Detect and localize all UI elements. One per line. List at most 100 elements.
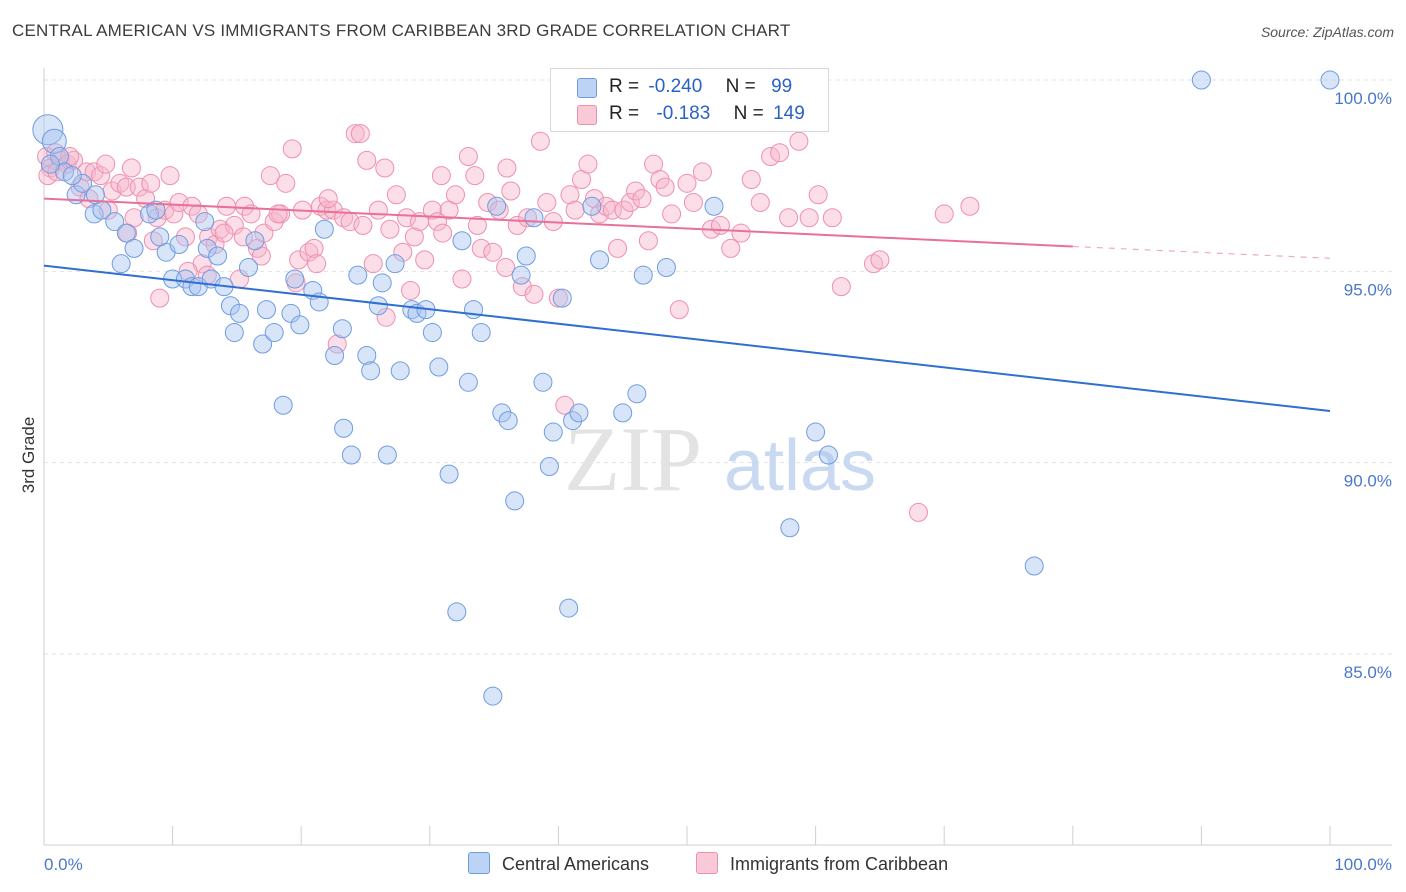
data-point: [467, 215, 487, 235]
data-point: [111, 254, 131, 274]
data-point: [483, 242, 503, 262]
data-point: [141, 173, 161, 193]
data-point: [533, 372, 553, 392]
legend-row-caribbean: R = -0.183 N = 149: [551, 102, 828, 126]
data-point: [327, 334, 347, 354]
data-point: [655, 177, 675, 197]
data-point: [256, 300, 276, 320]
data-point: [565, 200, 585, 220]
data-point: [569, 403, 589, 423]
axes: [43, 68, 1392, 846]
data-point: [704, 196, 724, 216]
data-point: [116, 223, 136, 243]
data-point: [368, 200, 388, 220]
data-point: [677, 173, 697, 193]
data-point: [386, 185, 406, 205]
legend-n-value: 149: [773, 103, 805, 124]
data-point: [253, 334, 273, 354]
data-point: [543, 422, 563, 442]
data-point: [208, 246, 228, 266]
trend-line: [43, 197, 1073, 248]
data-point: [808, 185, 828, 205]
data-point: [276, 173, 296, 193]
data-point: [160, 166, 180, 186]
data-point: [323, 200, 343, 220]
data-point: [770, 143, 790, 163]
data-point: [422, 323, 442, 343]
legend-n-value: 99: [771, 76, 793, 97]
data-point: [458, 372, 478, 392]
data-point: [578, 154, 598, 174]
bottom-legend-central-americans: Central Americans: [468, 852, 649, 875]
data-point: [60, 147, 80, 167]
data-point: [683, 192, 703, 212]
data-point: [393, 242, 413, 262]
data-point: [290, 315, 310, 335]
data-point: [483, 686, 503, 706]
data-point: [397, 208, 417, 228]
data-point: [870, 250, 890, 270]
data-point: [934, 204, 954, 224]
data-point: [741, 169, 761, 189]
data-point: [433, 223, 453, 243]
data-point: [146, 200, 166, 220]
data-point: [210, 219, 230, 239]
data-point: [318, 189, 338, 209]
gridlines: [44, 79, 1392, 655]
data-point: [401, 280, 421, 300]
legend-r-label: R =: [609, 103, 640, 124]
data-point: [73, 173, 93, 193]
bottom-legend-caribbean: Immigrants from Caribbean: [696, 852, 948, 875]
data-point: [602, 200, 622, 220]
y-axis-title: 3rd Grade: [19, 417, 38, 494]
bottom-legend-swatch-blue: [468, 852, 490, 874]
legend-n-label: N =: [725, 76, 756, 97]
data-point: [662, 204, 682, 224]
data-point: [492, 403, 512, 423]
data-point: [806, 422, 826, 442]
legend: R = -0.240 N = 99 R = -0.183 N = 149: [550, 68, 829, 132]
data-point: [332, 319, 352, 339]
data-point: [560, 185, 580, 205]
legend-r-value: -0.183: [656, 103, 711, 124]
data-point: [150, 227, 170, 247]
data-point: [608, 238, 628, 258]
data-point: [633, 265, 653, 285]
data-point: [626, 181, 646, 201]
data-point: [402, 300, 422, 320]
data-point: [345, 124, 365, 144]
x-tick-label: 0.0%: [44, 855, 83, 874]
data-point: [498, 411, 518, 431]
data-point: [96, 154, 116, 174]
data-point: [289, 250, 309, 270]
data-point: [627, 384, 647, 404]
legend-swatch-blue: [577, 78, 597, 98]
data-point: [590, 204, 610, 224]
data-point: [376, 307, 396, 327]
bottom-legend-label: Immigrants from Caribbean: [730, 854, 949, 874]
data-point: [375, 158, 395, 178]
data-point: [614, 200, 634, 220]
y-tick-label: 95.0%: [1344, 280, 1392, 299]
data-point: [260, 166, 280, 186]
data-point: [121, 158, 141, 178]
data-point: [960, 196, 980, 216]
data-point: [150, 288, 170, 308]
data-point: [169, 235, 189, 255]
data-point: [304, 238, 324, 258]
legend-r-label: R =: [609, 76, 640, 97]
data-point: [415, 250, 435, 270]
bottom-legend-swatch-pink: [696, 852, 718, 874]
data-point: [632, 189, 652, 209]
data-point: [341, 445, 361, 465]
data-point: [692, 162, 712, 182]
data-point: [452, 231, 472, 251]
data-point: [779, 208, 799, 228]
data-point: [908, 502, 928, 522]
data-point: [348, 265, 368, 285]
data-point: [446, 185, 466, 205]
watermark: ZIP atlas: [564, 408, 876, 510]
data-point: [731, 223, 751, 243]
data-point: [524, 208, 544, 228]
data-point: [76, 162, 96, 182]
